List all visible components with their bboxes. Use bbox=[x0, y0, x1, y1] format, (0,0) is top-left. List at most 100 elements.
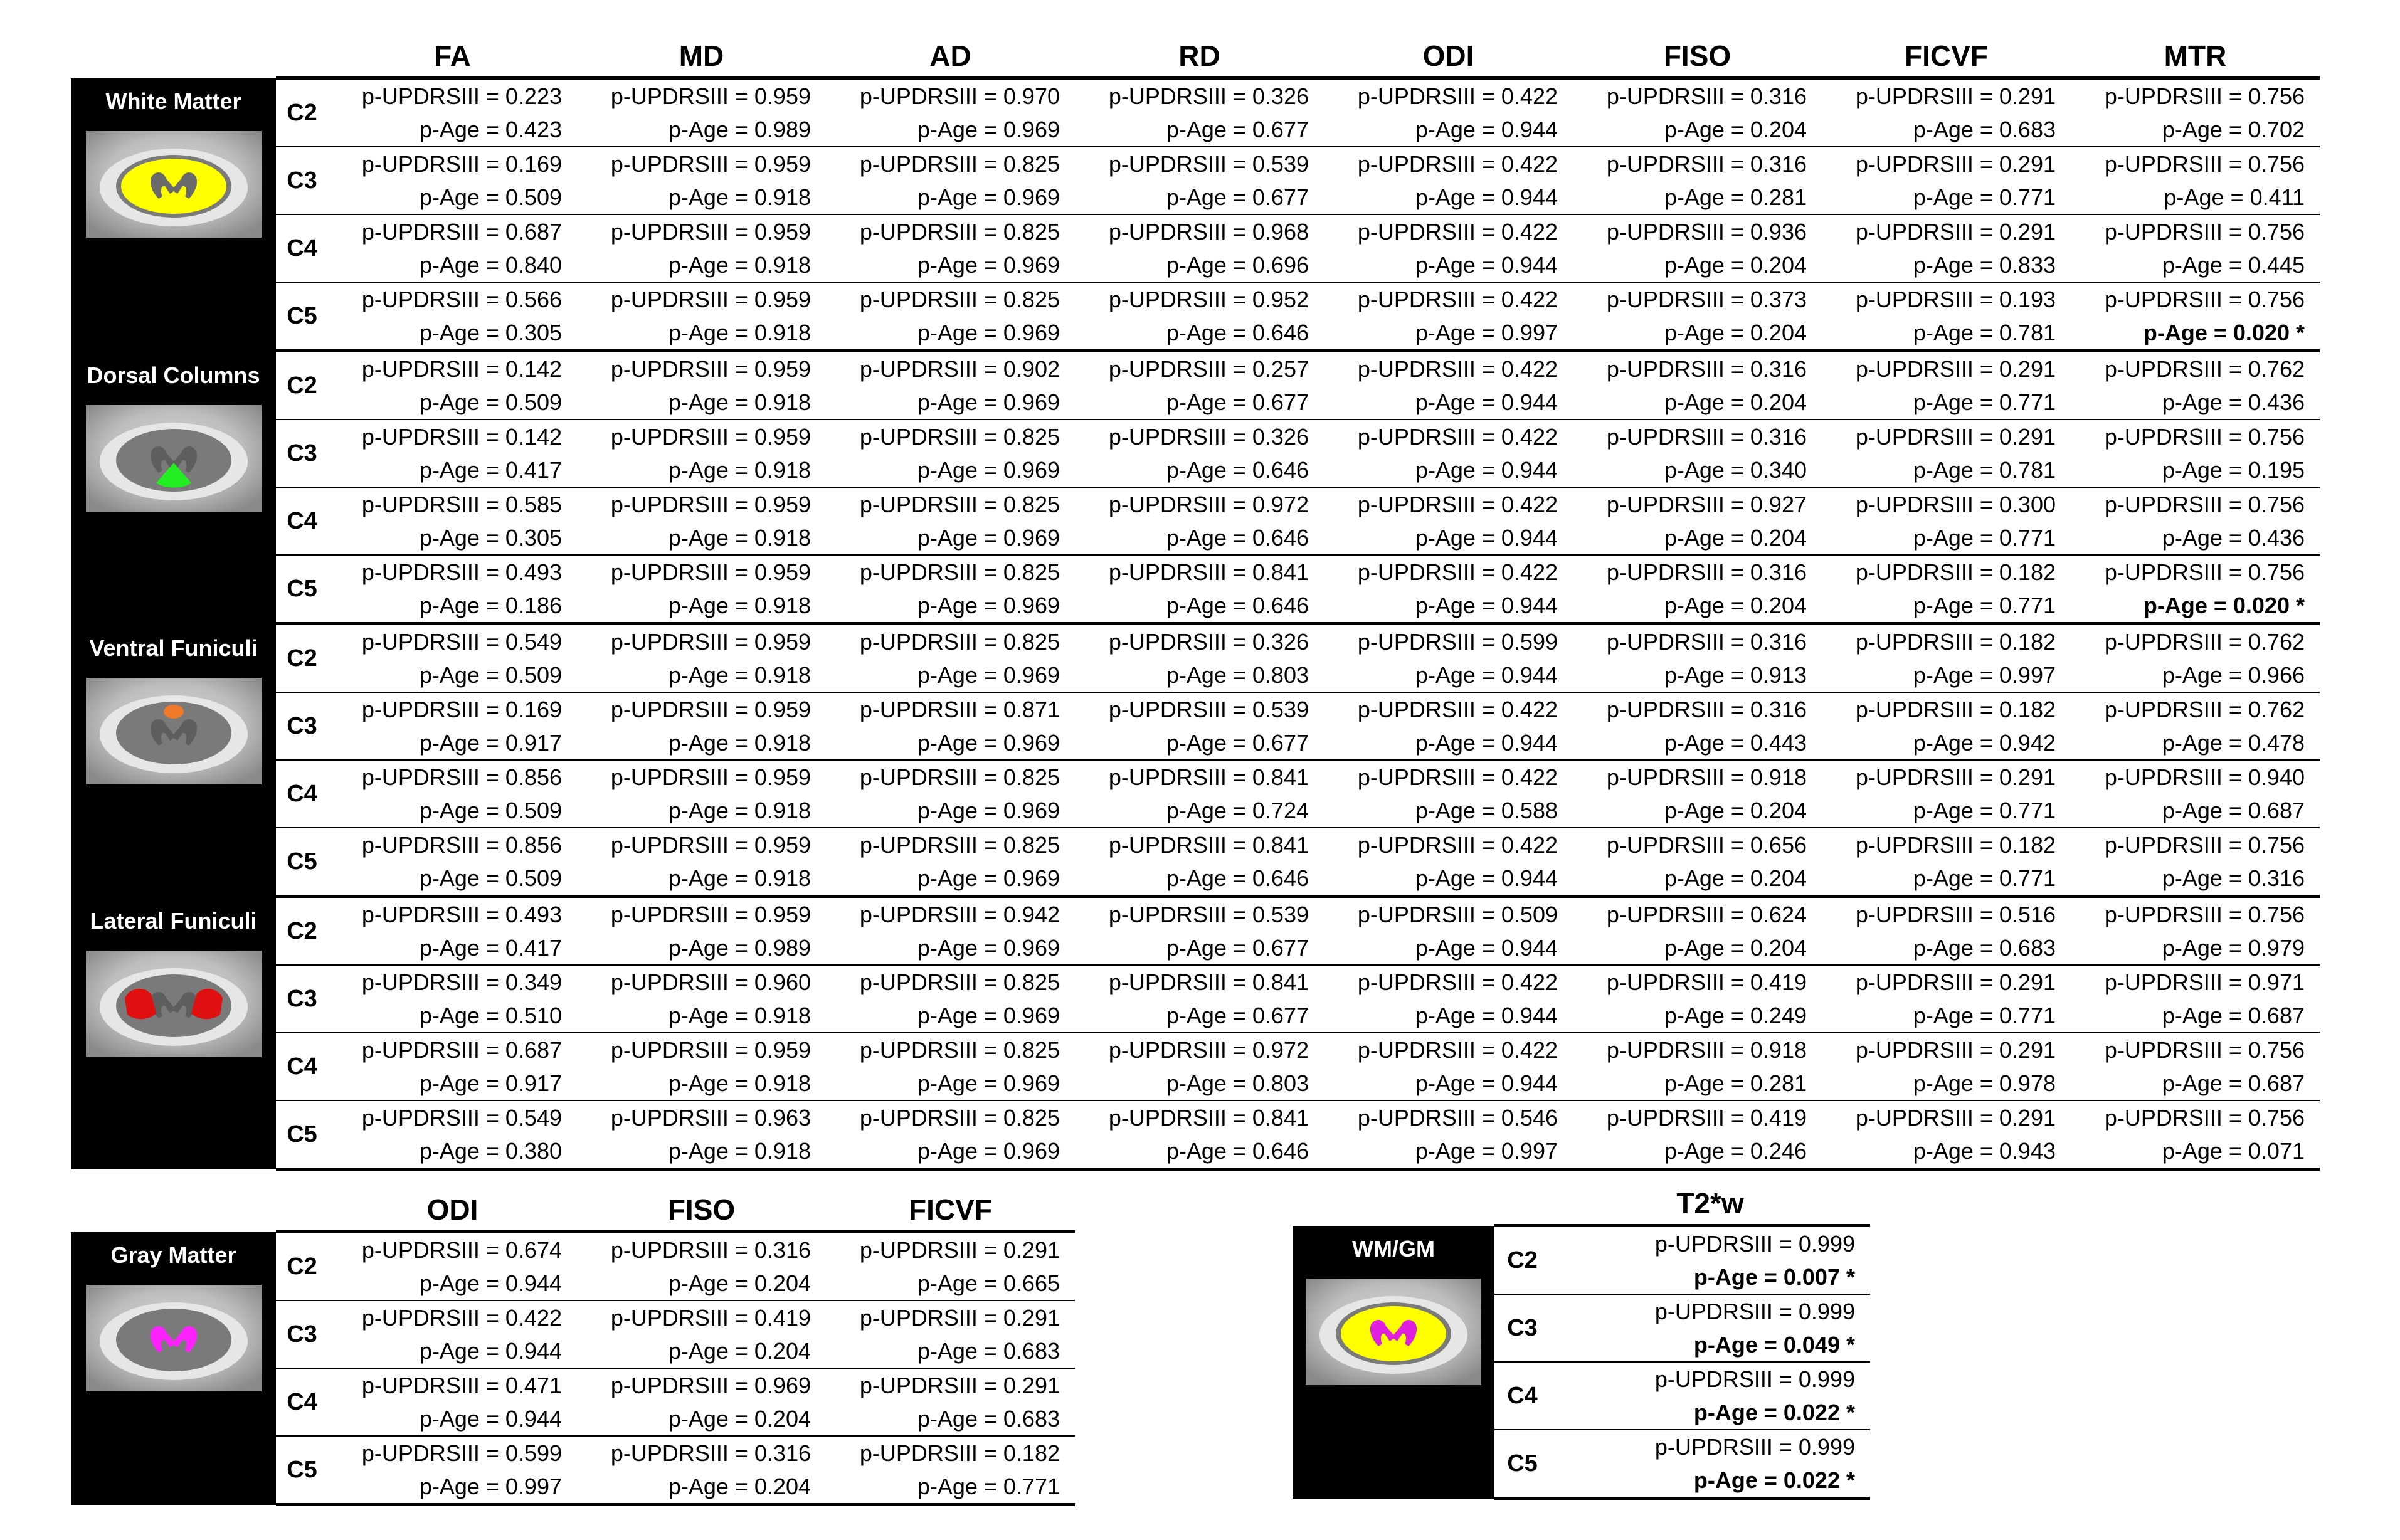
p-age-value: p-Age = 0.918 bbox=[668, 320, 811, 345]
p-updrsiii-value: p-UPDRSIII = 0.999 bbox=[1654, 1434, 1855, 1460]
p-value-cell: p-UPDRSIII = 0.959 p-Age = 0.918 bbox=[577, 760, 826, 828]
p-value-cell: p-UPDRSIII = 0.471 p-Age = 0.944 bbox=[328, 1368, 577, 1437]
column-header: FISO bbox=[1663, 40, 1731, 72]
p-updrsiii-value: p-UPDRSIII = 0.419 bbox=[610, 1305, 811, 1331]
p-age-value: p-Age = 0.646 bbox=[1166, 865, 1309, 891]
p-age-value: p-Age = 0.445 bbox=[2162, 252, 2305, 278]
level-label: C3 bbox=[276, 1300, 328, 1369]
p-age-value-significant: p-Age = 0.020 * bbox=[2143, 320, 2305, 345]
p-value-cell: p-UPDRSIII = 0.959 p-Age = 0.918 bbox=[577, 623, 826, 693]
table-row: C3 p-UPDRSIII = 0.422 p-Age = 0.944 p-UPDRS… bbox=[71, 1300, 1075, 1369]
p-value-cell: p-UPDRSIII = 0.856 p-Age = 0.509 bbox=[328, 828, 577, 898]
p-age-value: p-Age = 0.969 bbox=[917, 865, 1060, 891]
p-value-cell: p-UPDRSIII = 0.825 p-Age = 0.969 bbox=[826, 965, 1075, 1033]
p-age-value: p-Age = 0.944 bbox=[1415, 117, 1558, 142]
p-value-cell: p-UPDRSIII = 0.291 p-Age = 0.943 bbox=[1822, 1100, 2071, 1171]
p-age-value: p-Age = 0.423 bbox=[419, 117, 562, 142]
p-age-value: p-Age = 0.771 bbox=[1913, 865, 2056, 891]
region-label: Dorsal Columns bbox=[87, 362, 260, 388]
p-value-cell: p-UPDRSIII = 0.422 p-Age = 0.944 bbox=[1324, 555, 1573, 625]
p-updrsiii-value: p-UPDRSIII = 0.918 bbox=[1606, 1037, 1807, 1063]
p-age-value: p-Age = 0.918 bbox=[668, 525, 811, 551]
p-value-cell: p-UPDRSIII = 0.316 p-Age = 0.340 bbox=[1573, 419, 1822, 488]
p-updrsiii-value: p-UPDRSIII = 0.422 bbox=[1357, 424, 1558, 450]
p-age-value: p-Age = 0.944 bbox=[1415, 593, 1558, 618]
p-age-value: p-Age = 0.771 bbox=[1913, 798, 2056, 823]
p-updrsiii-value: p-UPDRSIII = 0.316 bbox=[1606, 697, 1807, 722]
p-updrsiii-value: p-UPDRSIII = 0.756 bbox=[2104, 83, 2305, 109]
p-value-cell: p-UPDRSIII = 0.291 p-Age = 0.771 bbox=[1822, 147, 2071, 215]
p-age-value: p-Age = 0.918 bbox=[668, 252, 811, 278]
table-row: Dorsal Columns C2 p-UPDRSIII = 0.142 p-Age … bbox=[71, 349, 2320, 624]
p-updrsiii-value: p-UPDRSIII = 0.972 bbox=[1108, 492, 1309, 517]
p-value-cell: p-UPDRSIII = 0.825 p-Age = 0.969 bbox=[826, 487, 1075, 556]
p-updrsiii-value: p-UPDRSIII = 0.918 bbox=[1606, 764, 1807, 790]
table-row: C5 p-UPDRSIII = 0.856 p-Age = 0.509 p-UPDRS… bbox=[71, 828, 2320, 898]
p-age-value: p-Age = 0.677 bbox=[1166, 1003, 1309, 1028]
table-row: White Matter C2 p-UPDRSIII = 0.223 p-Age = … bbox=[71, 76, 2320, 351]
p-value-cell: p-UPDRSIII = 0.825 p-Age = 0.969 bbox=[826, 760, 1075, 828]
p-updrsiii-value: p-UPDRSIII = 0.756 bbox=[2104, 424, 2305, 450]
p-updrsiii-value: p-UPDRSIII = 0.959 bbox=[610, 629, 811, 655]
p-value-cell: p-UPDRSIII = 0.422 p-Age = 0.588 bbox=[1324, 760, 1573, 828]
white-matter-region bbox=[120, 158, 226, 214]
p-updrsiii-value: p-UPDRSIII = 0.566 bbox=[361, 287, 562, 312]
region-label-cell: WM/GM bbox=[1293, 1225, 1494, 1499]
p-value-cell: p-UPDRSIII = 0.959 p-Age = 0.918 bbox=[577, 282, 826, 352]
level-label: C2 bbox=[276, 1230, 328, 1301]
p-value-cell: p-UPDRSIII = 0.142 p-Age = 0.509 bbox=[328, 351, 577, 420]
p-value-cell: p-UPDRSIII = 0.599 p-Age = 0.997 bbox=[328, 1436, 577, 1506]
p-age-value: p-Age = 0.969 bbox=[917, 184, 1060, 210]
p-updrsiii-value: p-UPDRSIII = 0.422 bbox=[1357, 559, 1558, 585]
p-age-value: p-Age = 0.918 bbox=[668, 730, 811, 756]
p-age-value: p-Age = 0.803 bbox=[1166, 662, 1309, 688]
p-age-value: p-Age = 0.646 bbox=[1166, 593, 1309, 618]
level-label: C4 bbox=[276, 1033, 328, 1101]
p-age-value: p-Age = 0.204 bbox=[1664, 525, 1807, 551]
p-age-value: p-Age = 0.833 bbox=[1913, 252, 2056, 278]
p-value-cell: p-UPDRSIII = 0.971 p-Age = 0.687 bbox=[2071, 965, 2320, 1033]
p-value-cell: p-UPDRSIII = 0.509 p-Age = 0.944 bbox=[1324, 896, 1573, 966]
column-header: T2*w bbox=[1676, 1187, 1744, 1220]
table-row: Gray Matter C2 p-UPDRSIII = 0.674 p-Age = 0… bbox=[71, 1230, 1075, 1505]
p-value-cell: p-UPDRSIII = 0.169 p-Age = 0.917 bbox=[328, 692, 577, 761]
p-value-cell: p-UPDRSIII = 0.493 p-Age = 0.417 bbox=[328, 896, 577, 966]
p-updrsiii-value: p-UPDRSIII = 0.756 bbox=[2104, 1037, 2305, 1063]
p-value-cell: p-UPDRSIII = 0.756 p-Age = 0.020 * bbox=[2071, 282, 2320, 352]
p-age-value: p-Age = 0.989 bbox=[668, 117, 811, 142]
table-row: Ventral Funiculi C2 p-UPDRSIII = 0.549 p-Ag… bbox=[71, 622, 2320, 897]
p-value-cell: p-UPDRSIII = 0.918 p-Age = 0.204 bbox=[1573, 760, 1822, 828]
p-value-cell: p-UPDRSIII = 0.972 p-Age = 0.646 bbox=[1075, 487, 1324, 556]
p-value-cell: p-UPDRSIII = 0.959 p-Age = 0.918 bbox=[577, 555, 826, 625]
p-updrsiii-value: p-UPDRSIII = 0.193 bbox=[1855, 287, 2056, 312]
p-value-cell: p-UPDRSIII = 0.223 p-Age = 0.423 bbox=[328, 76, 577, 147]
p-updrsiii-value: p-UPDRSIII = 0.349 bbox=[361, 969, 562, 995]
p-age-value: p-Age = 0.803 bbox=[1166, 1070, 1309, 1096]
p-value-cell: p-UPDRSIII = 0.316 p-Age = 0.913 bbox=[1573, 623, 1822, 693]
p-updrsiii-value: p-UPDRSIII = 0.959 bbox=[610, 902, 811, 927]
p-updrsiii-value: p-UPDRSIII = 0.841 bbox=[1108, 1105, 1309, 1131]
p-value-cell: p-UPDRSIII = 0.422 p-Age = 0.944 bbox=[1324, 351, 1573, 420]
p-age-value: p-Age = 0.204 bbox=[1664, 798, 1807, 823]
level-label: C4 bbox=[276, 760, 328, 828]
p-updrsiii-value: p-UPDRSIII = 0.762 bbox=[2104, 629, 2305, 655]
p-age-value: p-Age = 0.340 bbox=[1664, 457, 1807, 483]
p-age-value: p-Age = 0.436 bbox=[2162, 389, 2305, 415]
p-updrsiii-value: p-UPDRSIII = 0.999 bbox=[1654, 1299, 1855, 1324]
p-updrsiii-value: p-UPDRSIII = 0.422 bbox=[1357, 492, 1558, 517]
p-updrsiii-value: p-UPDRSIII = 0.539 bbox=[1108, 151, 1309, 177]
p-age-value: p-Age = 0.944 bbox=[1415, 1070, 1558, 1096]
table-row: C3 p-UPDRSIII = 0.349 p-Age = 0.510 p-UPDRS… bbox=[71, 965, 2320, 1033]
p-age-value: p-Age = 0.683 bbox=[1913, 117, 2056, 142]
p-value-cell: p-UPDRSIII = 0.825 p-Age = 0.969 bbox=[826, 555, 1075, 625]
p-age-value: p-Age = 0.687 bbox=[2162, 1003, 2305, 1028]
p-updrsiii-value: p-UPDRSIII = 0.970 bbox=[859, 83, 1060, 109]
p-age-value-significant: p-Age = 0.020 * bbox=[2143, 593, 2305, 618]
p-updrsiii-value: p-UPDRSIII = 0.971 bbox=[2104, 969, 2305, 995]
p-age-value: p-Age = 0.249 bbox=[1664, 1003, 1807, 1028]
p-age-value: p-Age = 0.918 bbox=[668, 1138, 811, 1164]
p-updrsiii-value: p-UPDRSIII = 0.316 bbox=[1606, 559, 1807, 585]
p-age-value: p-Age = 0.969 bbox=[917, 389, 1060, 415]
region-label: Gray Matter bbox=[110, 1242, 236, 1268]
p-age-value: p-Age = 0.918 bbox=[668, 865, 811, 891]
